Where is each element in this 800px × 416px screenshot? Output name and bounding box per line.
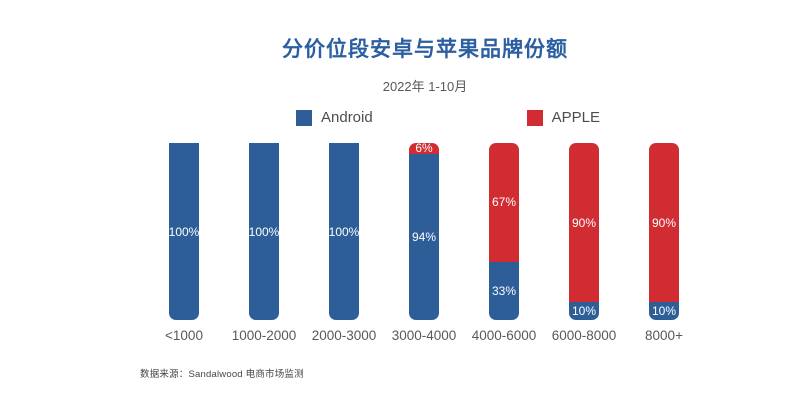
segment-value-label: 100% xyxy=(248,224,280,239)
x-axis-label: 2000-3000 xyxy=(311,328,377,343)
segment-value-label: 67% xyxy=(491,195,517,210)
android-segment: 94% xyxy=(409,153,439,320)
x-axis-label: 8000+ xyxy=(645,328,683,343)
segment-value-label: 90% xyxy=(651,215,677,230)
stacked-bar: 100% xyxy=(329,143,359,320)
apple-segment: 90% xyxy=(649,143,679,303)
android-segment: 33% xyxy=(489,261,519,320)
bar-column: 6% 94% 3000-4000 xyxy=(384,141,464,343)
stacked-bar: 6% 94% xyxy=(409,141,439,320)
x-axis-label: <1000 xyxy=(165,328,203,343)
android-segment: 100% xyxy=(169,143,199,320)
bar-column: 90% 10% 6000-8000 xyxy=(544,143,624,343)
bar-column: 90% 10% 8000+ xyxy=(624,143,704,343)
bar-column: 100% 1000-2000 xyxy=(224,143,304,343)
apple-segment: 90% xyxy=(569,143,599,303)
x-axis-label: 1000-2000 xyxy=(231,328,297,343)
apple-segment: 6% xyxy=(409,141,439,156)
page-title: 分价位段安卓与苹果品牌份额 xyxy=(282,38,568,61)
android-segment: 100% xyxy=(249,143,279,320)
android-swatch-icon xyxy=(296,109,312,126)
stacked-bar: 90% 10% xyxy=(569,143,599,320)
stacked-bar: 100% xyxy=(249,143,279,320)
segment-value-label: 33% xyxy=(491,283,517,298)
segment-value-label: 100% xyxy=(168,224,200,239)
bar-column: 100% <1000 xyxy=(144,143,224,343)
legend-item-android: Android xyxy=(296,109,373,126)
bar-column: 100% 2000-3000 xyxy=(304,143,384,343)
android-segment: 10% xyxy=(569,302,599,320)
segment-value-label: 100% xyxy=(328,224,360,239)
bar-column: 67% 33% 4000-6000 xyxy=(464,143,544,343)
page-subtitle: 2022年 1-10月 xyxy=(382,79,468,94)
apple-segment: 67% xyxy=(489,143,519,262)
stacked-bar: 100% xyxy=(169,143,199,320)
segment-value-label: 10% xyxy=(651,304,677,319)
apple-swatch-icon xyxy=(526,109,543,126)
stacked-bar: 90% 10% xyxy=(649,143,679,320)
android-segment: 10% xyxy=(649,302,679,320)
bar-chart: 100% <1000 100% 1000-2000 100% 2000-3000 6% 94%… xyxy=(144,141,704,343)
stacked-bar: 67% 33% xyxy=(489,143,519,320)
segment-value-label: 90% xyxy=(571,215,597,230)
segment-value-label: 6% xyxy=(415,141,433,156)
segment-value-label: 94% xyxy=(411,229,437,244)
x-axis-label: 6000-8000 xyxy=(551,328,617,343)
legend-item-apple: APPLE xyxy=(526,109,600,126)
legend: Android APPLE xyxy=(296,109,600,126)
x-axis-label: 4000-6000 xyxy=(471,328,537,343)
android-segment: 100% xyxy=(329,143,359,320)
legend-label-android: Android xyxy=(321,109,373,126)
data-source-note: 数据来源：Sandalwood 电商市场监测 xyxy=(140,369,304,380)
x-axis-label: 3000-4000 xyxy=(391,328,457,343)
segment-value-label: 10% xyxy=(571,304,597,319)
legend-label-apple: APPLE xyxy=(551,109,600,126)
